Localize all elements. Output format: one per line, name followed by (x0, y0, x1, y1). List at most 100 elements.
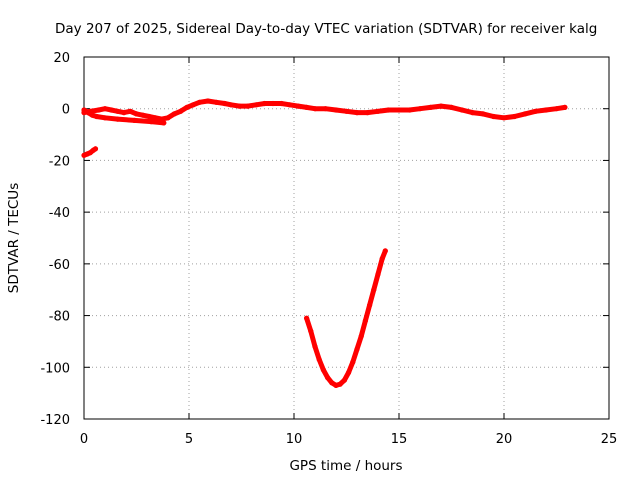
data-point-main-trace (108, 107, 114, 113)
data-point-main-trace (511, 113, 518, 120)
data-point-main-trace (532, 108, 539, 114)
data-point-dip-arc (379, 256, 385, 262)
data-point-main-trace (333, 107, 339, 113)
data-point-main-trace (427, 104, 434, 110)
data-point-main-trace (522, 111, 528, 117)
data-point-main-trace (146, 113, 152, 120)
data-point-main-trace (196, 99, 203, 105)
x-tick-label: 15 (391, 432, 408, 447)
data-point-main-trace (213, 99, 219, 105)
y-tick-label: -120 (40, 413, 70, 428)
data-point-main-trace (304, 104, 310, 110)
data-point-main-trace (385, 107, 392, 113)
data-point-main-trace (102, 106, 108, 112)
data-point-lower-branch (148, 119, 154, 125)
data-point-main-trace (490, 113, 497, 120)
y-axis-label: SDTVAR / TECUs (6, 183, 22, 293)
data-point-lower-branch (85, 110, 91, 116)
y-tick-label: -100 (40, 361, 70, 376)
data-point-main-trace (178, 108, 184, 114)
data-point-main-trace (343, 108, 350, 114)
data-point-main-trace (295, 103, 301, 109)
y-tick-label: -60 (49, 258, 70, 273)
data-point-main-trace (127, 108, 133, 114)
data-point-lower-branch (115, 116, 121, 122)
plot-frame (83, 56, 610, 420)
data-point-dip-arc (346, 369, 352, 376)
y-tick-label: 20 (53, 51, 70, 66)
data-point-dip-arc (333, 382, 339, 388)
data-point-main-trace (171, 111, 177, 117)
data-point-main-trace (364, 110, 371, 116)
data-point-main-trace (354, 110, 360, 116)
data-point-dip-arc (316, 356, 322, 363)
data-point-main-trace (262, 100, 268, 107)
data-point-main-trace (152, 115, 158, 121)
data-point-main-trace (417, 106, 423, 112)
data-point-main-trace (448, 104, 455, 110)
data-point-main-trace (121, 110, 127, 116)
data-point-lower-branch (131, 117, 137, 123)
data-point-dip-arc (325, 375, 331, 381)
data-point-main-trace (205, 98, 211, 104)
data-point-main-trace (562, 104, 568, 110)
data-point-main-trace (396, 107, 402, 113)
data-point-main-trace (543, 107, 549, 113)
data-point-main-trace (469, 110, 476, 116)
data-point-main-trace (270, 100, 276, 107)
data-point-main-trace (133, 111, 140, 117)
y-tick-label: -40 (49, 206, 70, 221)
y-tick-label: 0 (62, 103, 70, 118)
data-point-main-trace (322, 106, 329, 112)
data-series (81, 98, 568, 388)
data-point-main-trace (245, 103, 251, 109)
data-point-main-trace (278, 100, 284, 107)
data-point-dip-arc (382, 248, 388, 254)
data-point-dip-arc (320, 367, 326, 373)
data-point-dip-arc (308, 328, 314, 334)
data-point-main-trace (222, 100, 228, 107)
data-point-lower-branch (102, 115, 108, 121)
chart-title: Day 207 of 2025, Sidereal Day-to-day VTE… (55, 21, 597, 37)
data-point-dip-arc (375, 271, 381, 277)
data-point-main-trace (406, 107, 413, 113)
x-tick-label: 20 (496, 432, 513, 447)
data-point-dip-arc (367, 302, 373, 308)
x-axis-label: GPS time / hours (289, 458, 402, 474)
data-point-dip-arc (354, 346, 360, 352)
data-point-main-trace (228, 102, 234, 108)
data-point-lower-branch (81, 107, 87, 113)
data-point-main-trace (501, 115, 507, 121)
data-point-main-trace (553, 106, 560, 112)
data-point-main-trace (140, 112, 146, 118)
data-point-main-trace (96, 107, 102, 113)
data-point-dip-arc (312, 344, 318, 350)
data-point-lower-branch (89, 112, 95, 118)
data-point-early-segment (92, 146, 99, 152)
data-point-dip-arc (304, 315, 310, 321)
axis-ticks: 0 5 10 15 20 25 20 0 -20 -40 -60 -80 -100 -120 (40, 51, 617, 447)
data-point-main-trace (115, 108, 121, 114)
data-point-dip-arc (371, 287, 377, 293)
x-tick-label: 5 (185, 432, 193, 447)
x-tick-label: 10 (286, 432, 303, 447)
data-point-dip-arc (341, 377, 347, 383)
data-point-dip-arc (337, 381, 343, 387)
data-point-main-trace (375, 108, 381, 114)
x-tick-label: 25 (601, 432, 618, 447)
data-point-lower-branch (161, 120, 167, 126)
data-point-main-trace (312, 106, 318, 112)
data-point-main-trace (287, 102, 293, 108)
data-point-dip-arc (329, 380, 335, 386)
data-point-main-trace (480, 111, 486, 117)
data-point-main-trace (253, 102, 259, 108)
x-tick-label: 0 (80, 432, 88, 447)
y-tick-label: -20 (49, 154, 70, 169)
data-point-main-trace (190, 102, 196, 108)
data-point-dip-arc (362, 318, 368, 324)
data-point-main-trace (165, 115, 171, 121)
data-point-main-trace (184, 104, 190, 110)
data-point-main-trace (438, 103, 444, 109)
